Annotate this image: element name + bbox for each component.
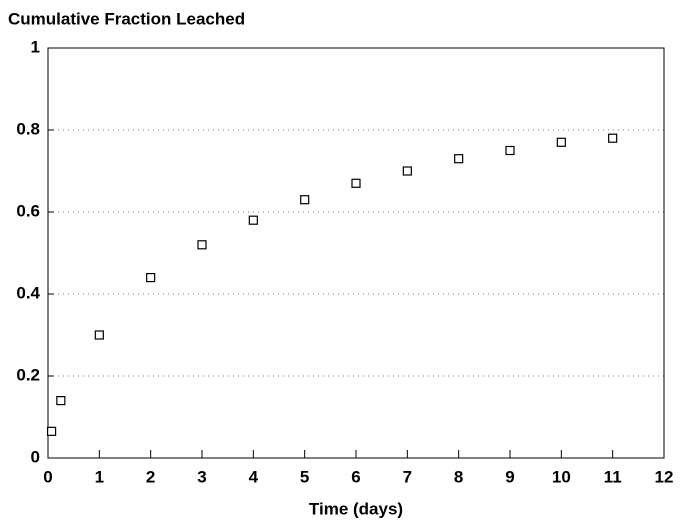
x-tick-label: 3 bbox=[197, 467, 206, 486]
point bbox=[402, 166, 412, 176]
y-tick-label: 0 bbox=[31, 447, 40, 466]
point bbox=[94, 330, 104, 340]
x-tick-label: 12 bbox=[655, 467, 674, 486]
x-tick-label: 2 bbox=[146, 467, 155, 486]
x-tick-label: 9 bbox=[505, 467, 514, 486]
y-axis-label: Cumulative Fraction Leached bbox=[8, 9, 245, 28]
x-tick-label: 8 bbox=[454, 467, 463, 486]
x-tick-label: 4 bbox=[249, 467, 259, 486]
point bbox=[56, 396, 66, 406]
y-tick-label: 0.4 bbox=[16, 283, 40, 302]
x-tick-label: 0 bbox=[43, 467, 52, 486]
point bbox=[300, 195, 310, 205]
x-tick-label: 5 bbox=[300, 467, 309, 486]
point bbox=[608, 133, 618, 143]
y-tick-label: 0.2 bbox=[16, 365, 40, 384]
x-tick-label: 10 bbox=[552, 467, 571, 486]
x-tick-label: 7 bbox=[403, 467, 412, 486]
point bbox=[351, 178, 361, 188]
point bbox=[197, 240, 207, 250]
y-tick-label: 0.6 bbox=[16, 201, 40, 220]
point bbox=[556, 137, 566, 147]
x-tick-label: 11 bbox=[604, 467, 622, 486]
point bbox=[248, 215, 258, 225]
x-tick-label: 6 bbox=[351, 467, 360, 486]
y-tick-label: 1 bbox=[31, 37, 40, 56]
point bbox=[146, 273, 156, 283]
point bbox=[505, 145, 515, 156]
point bbox=[46, 426, 57, 436]
x-axis-label: Time (days) bbox=[309, 499, 403, 518]
plot-frame bbox=[47, 47, 665, 459]
x-tick-label: 1 bbox=[95, 467, 104, 486]
point bbox=[454, 154, 464, 164]
y-tick-label: 0.8 bbox=[16, 119, 40, 138]
